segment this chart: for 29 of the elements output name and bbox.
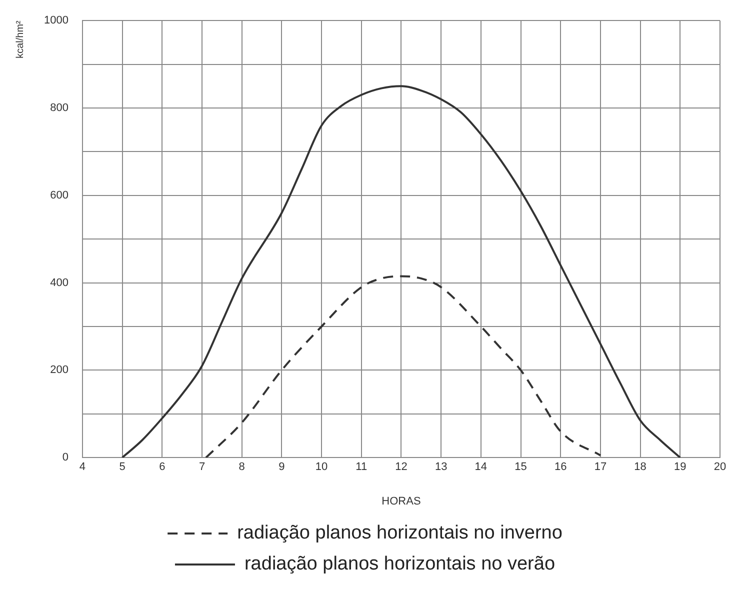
x-tick-label: 18 bbox=[634, 461, 646, 474]
legend-label: radiação planos horizontais no inverno bbox=[237, 522, 562, 544]
x-tick-label: 14 bbox=[474, 461, 488, 474]
y-axis-title: kcal/hm² bbox=[14, 20, 26, 58]
y-tick-label: 800 bbox=[50, 102, 68, 114]
y-tick-label: 200 bbox=[50, 364, 68, 376]
y-tick-label: 1000 bbox=[44, 14, 68, 27]
x-tick-label: 7 bbox=[198, 461, 206, 474]
legend-label: radiação planos horizontais no verão bbox=[244, 554, 556, 575]
y-tick-label: 400 bbox=[50, 276, 68, 289]
x-tick-label: 20 bbox=[714, 461, 726, 474]
x-tick-label: 4 bbox=[79, 461, 86, 474]
x-axis-title: HORAS bbox=[382, 495, 421, 508]
x-tick-label: 15 bbox=[514, 461, 527, 474]
y-tick-label: 0 bbox=[62, 452, 68, 464]
x-tick-label: 17 bbox=[594, 461, 607, 474]
x-tick-label: 8 bbox=[238, 461, 245, 474]
x-tick-label: 11 bbox=[356, 461, 368, 474]
x-tick-label: 16 bbox=[554, 461, 567, 474]
x-tick-label: 6 bbox=[159, 461, 166, 474]
x-tick-label: 19 bbox=[674, 461, 686, 474]
line-series bbox=[121, 85, 682, 458]
y-tick-label: 600 bbox=[50, 189, 68, 202]
x-tick-label: 10 bbox=[315, 461, 328, 474]
x-tick-label: 5 bbox=[119, 461, 126, 474]
line-series bbox=[204, 275, 602, 458]
x-tick-label: 12 bbox=[395, 461, 408, 474]
x-tick-label: 9 bbox=[278, 461, 285, 474]
x-tick-label: 13 bbox=[434, 461, 448, 474]
